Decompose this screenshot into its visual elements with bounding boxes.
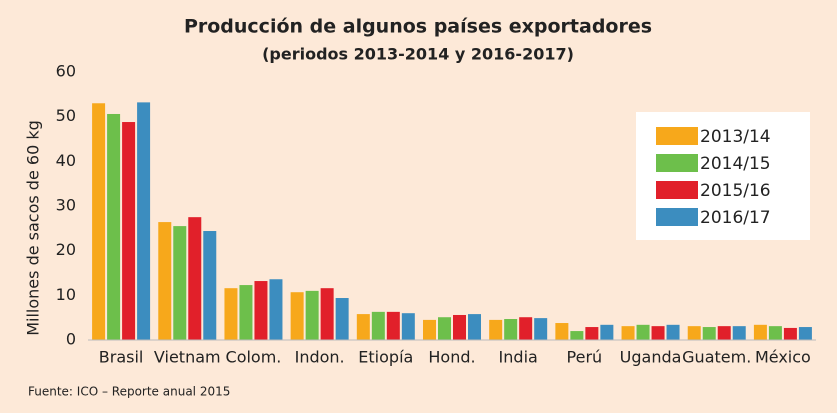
- bar: [438, 317, 451, 340]
- bar: [92, 103, 106, 341]
- bar: [158, 222, 172, 340]
- y-tick-label: 30: [56, 196, 76, 215]
- bar: [224, 288, 238, 340]
- bar: [137, 102, 151, 340]
- chart-subtitle: (periodos 2013-2014 y 2016-2017): [262, 45, 574, 64]
- y-axis-label: Millones de sacos de 60 kg: [24, 120, 43, 336]
- bar: [489, 319, 503, 340]
- x-tick-label: Guatem.: [682, 348, 751, 367]
- bar: [504, 319, 518, 340]
- bar: [636, 324, 650, 340]
- x-tick-label: Uganda: [620, 348, 682, 367]
- bar: [453, 314, 466, 340]
- bar: [188, 217, 202, 340]
- legend-label: 2013/14: [700, 127, 771, 147]
- legend-label: 2016/17: [700, 208, 771, 228]
- bar: [666, 324, 680, 340]
- bar: [651, 326, 665, 340]
- bar: [386, 311, 400, 340]
- x-tick-label: Indon.: [295, 348, 345, 367]
- x-tick-label: India: [499, 348, 538, 367]
- bar: [423, 319, 436, 340]
- source-note: Fuente: ICO – Reporte anual 2015: [28, 385, 230, 399]
- bar: [107, 113, 121, 340]
- bar: [732, 326, 746, 340]
- bar: [371, 311, 385, 340]
- bar: [468, 314, 481, 340]
- y-tick-label: 10: [56, 285, 76, 304]
- legend-swatch: [656, 154, 698, 172]
- bar: [753, 324, 767, 340]
- bar: [239, 285, 253, 340]
- bar: [290, 292, 304, 340]
- bar: [702, 327, 716, 340]
- bar: [717, 326, 731, 340]
- y-tick-label: 20: [56, 240, 76, 259]
- bar: [768, 326, 782, 340]
- bar: [401, 313, 415, 340]
- legend-swatch: [656, 181, 698, 199]
- bar: [798, 327, 812, 340]
- y-tick-label: 60: [56, 62, 76, 81]
- bar: [122, 122, 136, 340]
- x-tick-label: Vietnam: [154, 348, 221, 367]
- bar: [335, 298, 349, 340]
- x-tick-label: Hond.: [428, 348, 475, 367]
- x-tick-label: México: [755, 348, 811, 367]
- bar: [687, 326, 701, 340]
- x-tick-label: Colom.: [226, 348, 282, 367]
- bar: [621, 326, 635, 340]
- y-tick-label: 50: [56, 106, 76, 125]
- legend-label: 2014/15: [700, 154, 771, 174]
- legend-swatch: [656, 208, 698, 226]
- bar: [585, 327, 599, 340]
- x-tick-label: Etiopía: [358, 348, 413, 367]
- bar: [534, 318, 548, 340]
- bar: [320, 288, 334, 340]
- x-tick-label: Brasil: [99, 348, 144, 367]
- bar: [570, 331, 584, 340]
- legend-label: 2015/16: [700, 181, 771, 201]
- bar: [356, 314, 370, 340]
- bar: [783, 327, 797, 340]
- bar: [519, 317, 533, 340]
- x-tick-label: Perú: [567, 348, 603, 367]
- bar: [600, 324, 614, 340]
- y-tick-label: 0: [66, 330, 76, 349]
- legend-swatch: [656, 127, 698, 145]
- bar: [555, 323, 569, 340]
- bar: [269, 279, 283, 340]
- chart-title: Producción de algunos países exportadore…: [184, 16, 652, 38]
- bar: [305, 290, 319, 340]
- bar: [203, 231, 217, 340]
- y-tick-label: 40: [56, 151, 76, 170]
- bar: [173, 226, 187, 340]
- bar: [254, 281, 268, 340]
